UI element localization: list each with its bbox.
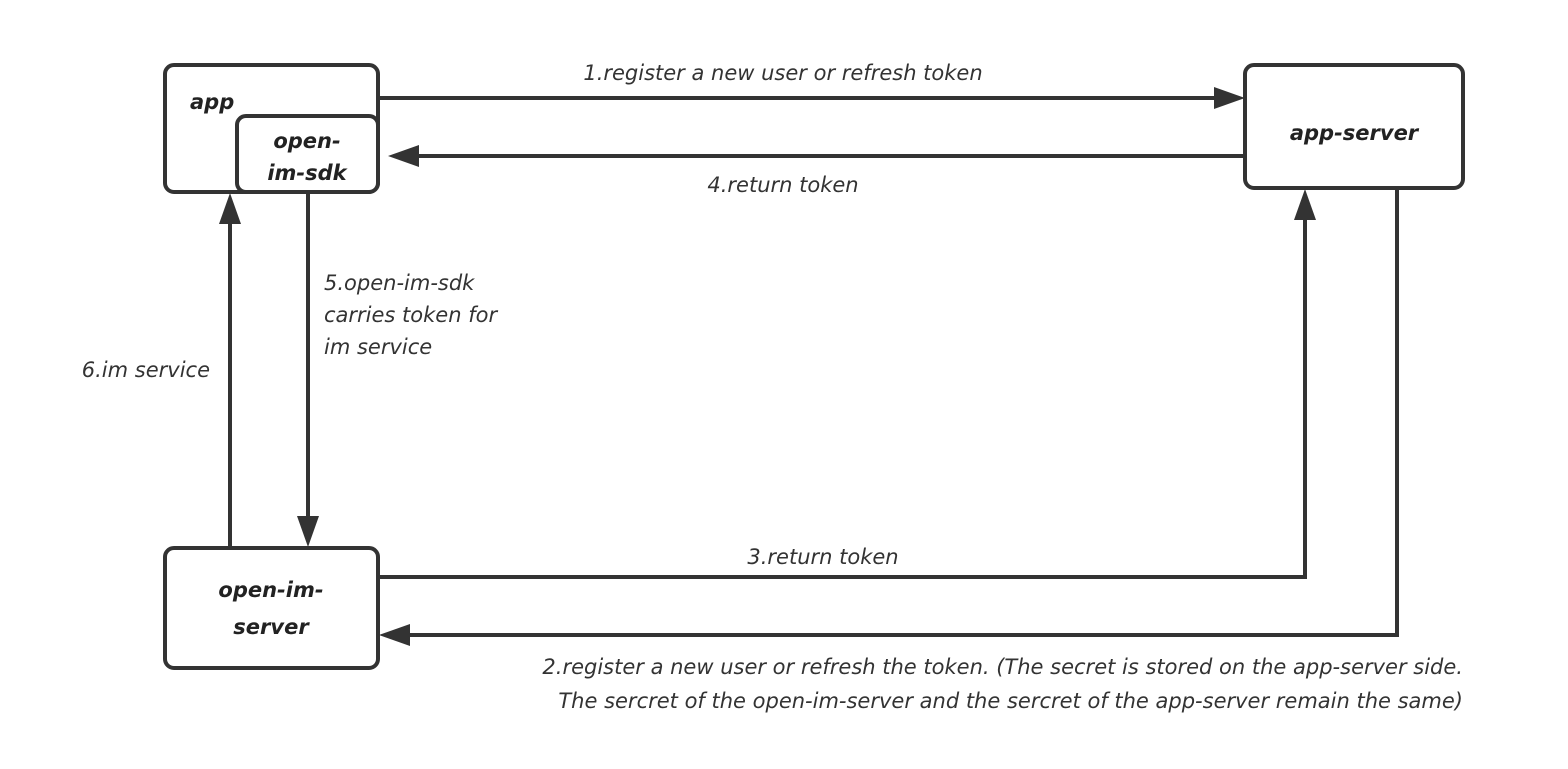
edge-step2-line xyxy=(408,188,1399,637)
open-im-server-label-line1: open-im- xyxy=(218,578,323,602)
edge-step5-label-line3: im service xyxy=(324,335,432,359)
arrowhead-left-icon xyxy=(388,145,419,167)
open-im-sdk-node: open- im-sdk xyxy=(235,114,380,194)
edge-step5: 5.open-im-sdk carries token for im servi… xyxy=(297,192,498,547)
open-im-server-node: open-im- server xyxy=(163,546,380,670)
app-server-box xyxy=(1243,63,1465,190)
arrowhead-right-icon xyxy=(1214,87,1245,109)
arrowhead-down-icon xyxy=(297,516,319,547)
edge-step1: 1.register a new user or refresh token xyxy=(378,61,1245,109)
edge-step6: 6.im service xyxy=(82,193,241,548)
edge-step3: 3.return token xyxy=(378,189,1316,579)
app-server-label: app-server xyxy=(1290,121,1420,145)
edge-step4: 4.return token xyxy=(388,145,1245,197)
edge-step4-label: 4.return token xyxy=(707,173,858,197)
app-label: app xyxy=(190,90,234,114)
open-im-server-box xyxy=(163,546,380,670)
arrowhead-up-icon xyxy=(219,193,241,224)
edge-step5-label-line1: 5.open-im-sdk xyxy=(324,271,475,295)
edge-step5-label-line2: carries token for xyxy=(324,303,498,327)
edge-step2-label-line2: The sercret of the open-im-server and th… xyxy=(558,689,1463,713)
edge-step6-label: 6.im service xyxy=(82,358,210,382)
edge-step3-line xyxy=(378,218,1307,579)
arrowhead-left-icon xyxy=(379,624,410,646)
edge-step1-label: 1.register a new user or refresh token xyxy=(583,61,982,85)
open-im-sdk-label-line1: open- xyxy=(273,129,340,153)
open-im-server-label-line2: server xyxy=(233,615,310,639)
app-server-node: app-server xyxy=(1243,63,1465,190)
edge-step2-label-line1: 2.register a new user or refresh the tok… xyxy=(542,655,1463,679)
arrowhead-up-icon xyxy=(1294,189,1316,220)
edge-step2: 2.register a new user or refresh the tok… xyxy=(379,188,1463,713)
open-im-sdk-label-line2: im-sdk xyxy=(267,161,348,185)
edge-step3-label: 3.return token xyxy=(747,545,898,569)
